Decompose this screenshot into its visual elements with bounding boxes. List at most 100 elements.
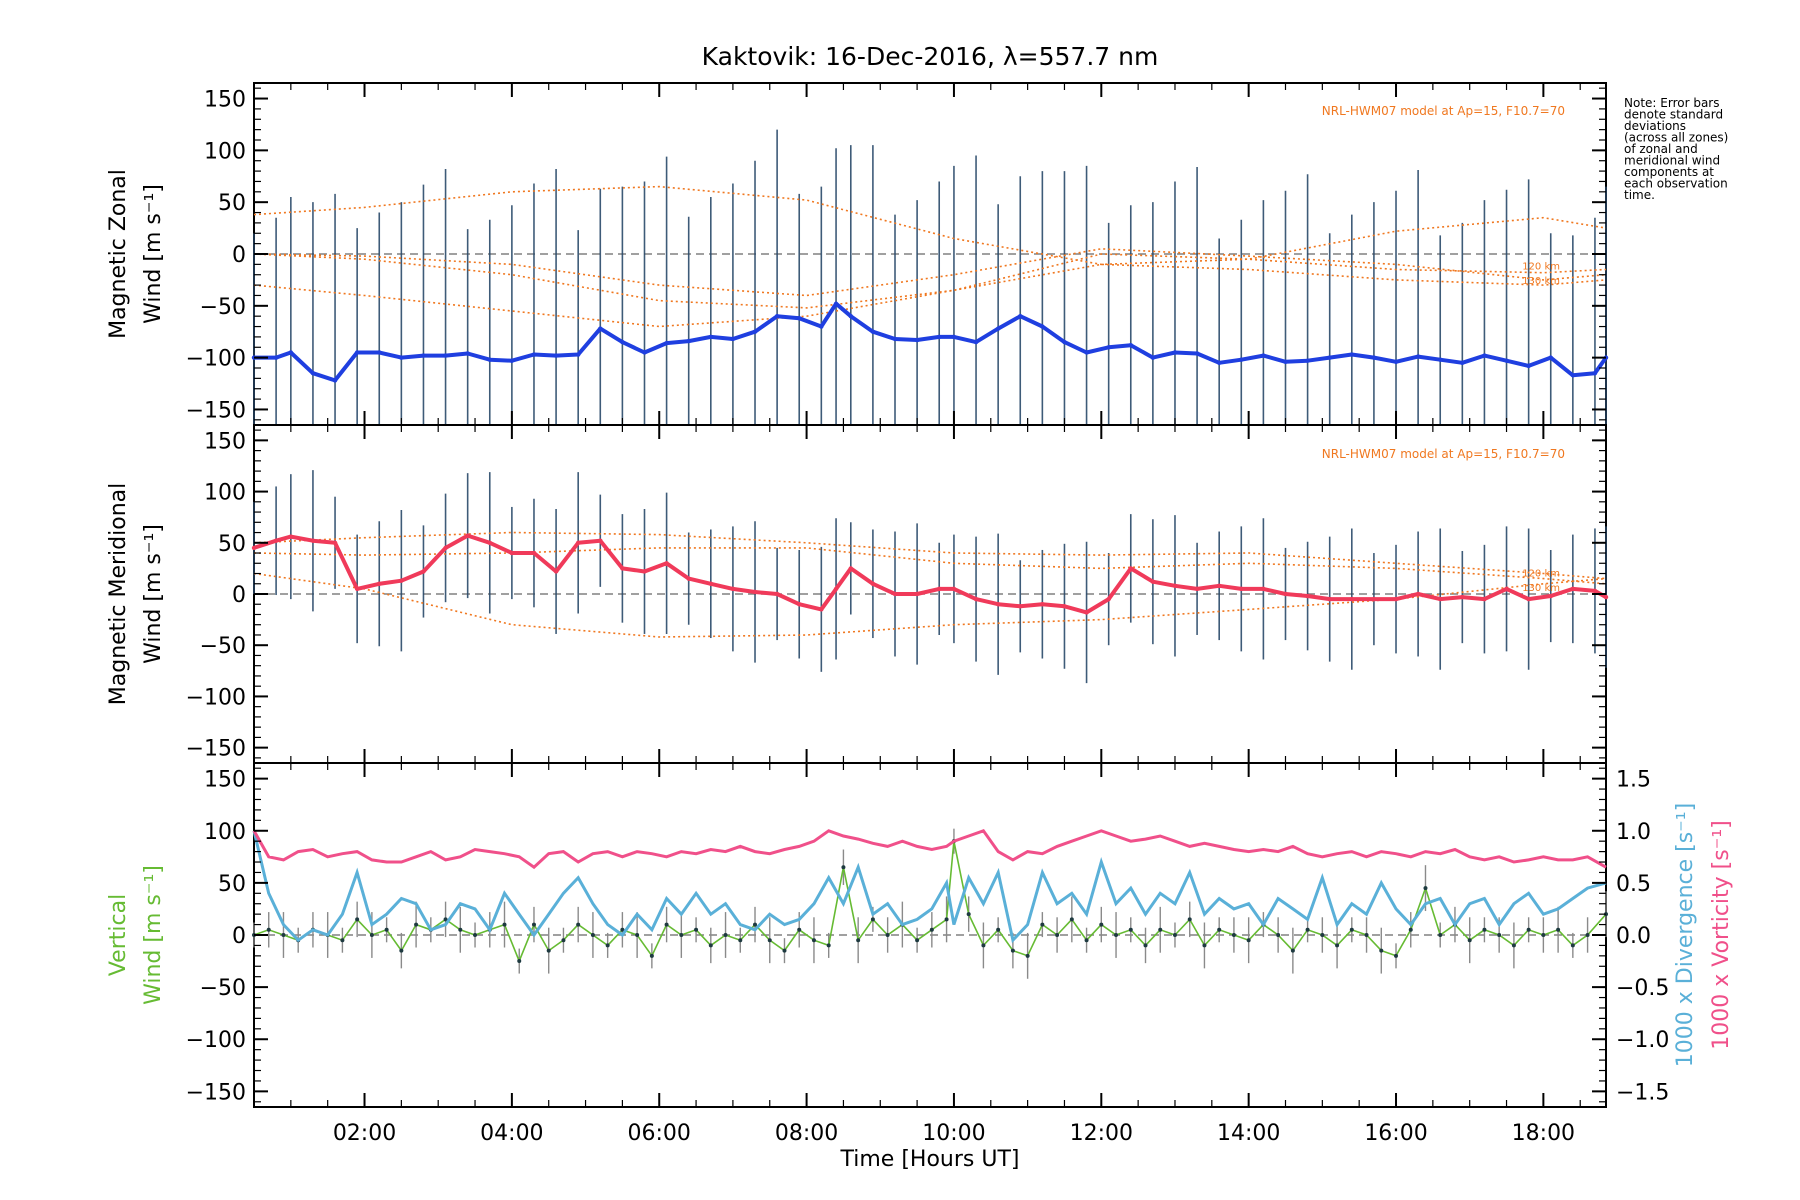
mean-point (553, 569, 559, 574)
vertical-wind-point (966, 912, 971, 917)
mean-point (354, 586, 360, 592)
mean-point (509, 358, 515, 363)
x-tick-label: 08:00 (775, 1121, 838, 1146)
meridional-axis-layer: −150 −100 −50 0 50 100 150 (186, 425, 1606, 763)
vertical-wind-point (797, 927, 802, 932)
mean-point (1283, 359, 1288, 364)
mean-point (1261, 586, 1266, 592)
vertical-wind-point (981, 943, 986, 948)
y-tick-label: 0 (232, 243, 246, 268)
model-curve (253, 531, 1607, 580)
mean-point (819, 607, 824, 612)
vertical-wind-point (1364, 933, 1369, 937)
vertical-wind-point (944, 917, 949, 922)
model-curve (253, 547, 1607, 585)
mean-point (1305, 358, 1310, 363)
vertical-wind-point (1556, 927, 1561, 932)
mean-point (1592, 588, 1598, 594)
meridional-ylabel-line1: Magnetic Meridional (106, 483, 131, 705)
mean-point (937, 586, 942, 592)
mean-point (870, 329, 876, 334)
vertical-wind-point (1290, 948, 1295, 953)
mean-point (774, 313, 780, 319)
mean-point (1040, 602, 1045, 607)
mean-point (273, 538, 279, 543)
vertical-wind-point (1541, 933, 1546, 937)
y2-tick-label: −1.5 (1616, 1080, 1669, 1105)
mean-point (1194, 351, 1200, 356)
mean-point (598, 538, 603, 543)
mean-point (797, 316, 802, 321)
mean-point (399, 355, 404, 360)
mean-point (914, 591, 920, 597)
mean-point (1504, 358, 1509, 363)
mean-point (1128, 343, 1133, 348)
mean-point (443, 545, 448, 551)
y2-tick-label: −1.0 (1616, 1028, 1669, 1053)
mean-point (1415, 591, 1421, 597)
y-tick-label: 100 (204, 139, 246, 164)
vertical-wind-point (841, 865, 846, 870)
vertical-wind-point (531, 922, 536, 927)
vertical-wind-point (929, 927, 934, 932)
y-tick-label: −50 (200, 976, 246, 1001)
x-tick-label: 04:00 (480, 1121, 543, 1146)
y-tick-label: 150 (204, 768, 246, 793)
meridional-ylabel-line2: Wind [m s⁻¹] (141, 524, 166, 664)
y-tick-label: −50 (200, 295, 246, 320)
mean-point (1283, 591, 1288, 597)
mean-point (310, 538, 316, 543)
x-tick-label: 12:00 (1070, 1121, 1133, 1146)
mean-point (620, 566, 625, 571)
mean-point (1261, 353, 1266, 358)
vertical-ylabel-line2: Wind [m s⁻¹] (141, 865, 166, 1005)
mean-point (1150, 355, 1156, 360)
mean-point (819, 324, 824, 329)
mean-point (421, 353, 426, 358)
y-tick-label: −100 (186, 1028, 246, 1053)
vertical-wind-point (1482, 927, 1487, 932)
y2-tick-label: −0.5 (1616, 976, 1669, 1001)
mean-point (708, 581, 714, 586)
mean-point (509, 550, 515, 556)
vertical-wind-point (502, 922, 507, 927)
mean-point (310, 370, 316, 376)
mean-point (892, 591, 898, 597)
x-tick-label: 10:00 (922, 1121, 985, 1146)
vertical-wind-point (414, 922, 419, 927)
x-tick-label: 18:00 (1512, 1121, 1575, 1146)
mean-point (531, 352, 537, 357)
vertical-wind-point (1276, 933, 1281, 937)
vertical-wind-point (1497, 933, 1502, 937)
mean-point (620, 339, 625, 345)
vertical-wind-point (1511, 943, 1516, 948)
note-line: time. (1624, 188, 1655, 202)
vertical-wind-point (1128, 927, 1133, 932)
vertical-wind-point (1394, 953, 1399, 958)
mean-point (1592, 370, 1598, 376)
x-tick-label: 14:00 (1217, 1121, 1280, 1146)
divergence-ylabel: 1000 x Divergence [s⁻¹] (1673, 803, 1698, 1067)
y-tick-label: −150 (186, 1080, 246, 1105)
vertical-wind-point (1187, 917, 1192, 922)
mean-point (1018, 313, 1023, 319)
mean-point (553, 353, 559, 358)
mean-point (642, 569, 647, 574)
vertical-wind-point (870, 917, 875, 922)
vertical-wind-point (811, 938, 816, 943)
mean-point (377, 581, 382, 586)
vertical-wind-point (1231, 933, 1236, 937)
mean-point (1570, 586, 1576, 592)
vertical-wind-point (1084, 938, 1089, 943)
y2-tick-label: 1.0 (1616, 820, 1651, 845)
mean-point (833, 586, 839, 592)
zonal-ylabel-line1: Magnetic Zonal (106, 169, 131, 339)
vertical-wind-point (1585, 933, 1590, 937)
y-tick-label: −100 (186, 685, 246, 710)
note-line: (across all zones) (1624, 131, 1728, 145)
mean-point (1150, 579, 1156, 584)
mean-point (1106, 596, 1111, 602)
mean-point (1603, 594, 1609, 600)
